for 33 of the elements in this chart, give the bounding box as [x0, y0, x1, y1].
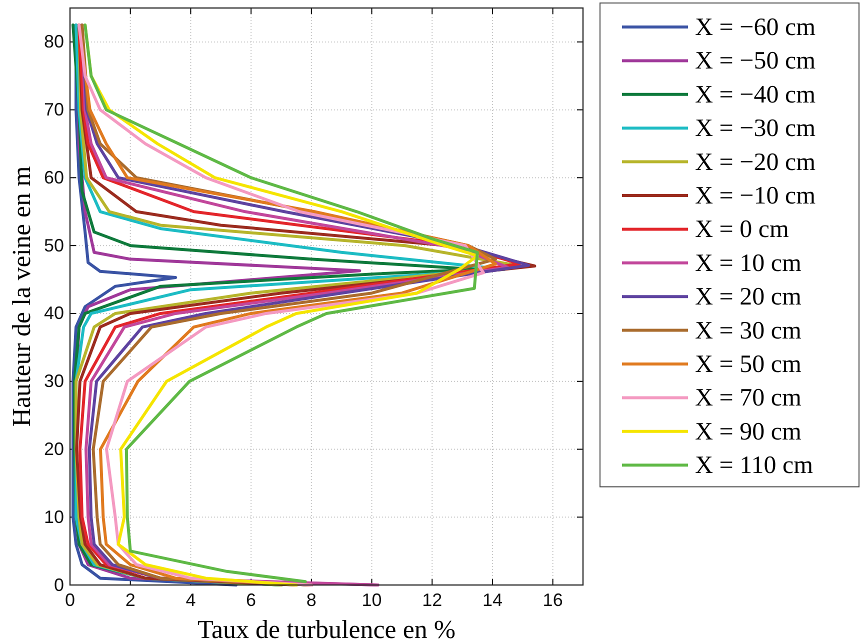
y-tick-label: 30	[44, 371, 64, 392]
legend-label: X = 20 cm	[695, 284, 802, 311]
y-tick-label: 0	[54, 574, 64, 595]
legend-label: X = −60 cm	[695, 14, 816, 41]
legend-label: X = 110 cm	[695, 452, 814, 480]
legend-label: X = −50 cm	[695, 48, 816, 75]
x-tick-label: 4	[186, 590, 196, 610]
legend-label: X = 0 cm	[695, 216, 790, 244]
legend-label: X = 10 cm	[695, 250, 802, 277]
legend-label: X = 70 cm	[695, 384, 802, 412]
y-tick-label: 60	[44, 167, 64, 188]
y-tick-label: 40	[44, 303, 64, 324]
y-axis-title: Hauteur de la veine en m	[7, 166, 36, 427]
x-tick-label: 14	[482, 590, 502, 610]
x-tick-label: 10	[362, 590, 382, 610]
y-tick-label: 50	[44, 235, 64, 256]
legend-label: X = 50 cm	[695, 351, 802, 378]
x-axis-title: Taux de turbulence en %	[197, 615, 456, 642]
y-tick-label: 20	[44, 438, 64, 459]
x-tick-label: 8	[306, 590, 316, 610]
x-tick-label: 12	[422, 590, 442, 610]
legend-label: X = 90 cm	[695, 418, 802, 446]
x-tick-label: 16	[542, 590, 563, 610]
legend-label: X = 30 cm	[695, 317, 802, 344]
y-tick-label: 80	[44, 32, 64, 52]
x-tick-label: 2	[125, 590, 136, 610]
legend-label: X = −10 cm	[695, 182, 816, 210]
legend-label: X = −40 cm	[695, 81, 816, 108]
y-tick-label: 10	[44, 506, 64, 527]
x-tick-label: 6	[246, 590, 256, 610]
y-tick-label: 70	[44, 100, 64, 120]
legend-label: X = −20 cm	[695, 148, 816, 176]
legend-label: X = −30 cm	[695, 115, 816, 142]
